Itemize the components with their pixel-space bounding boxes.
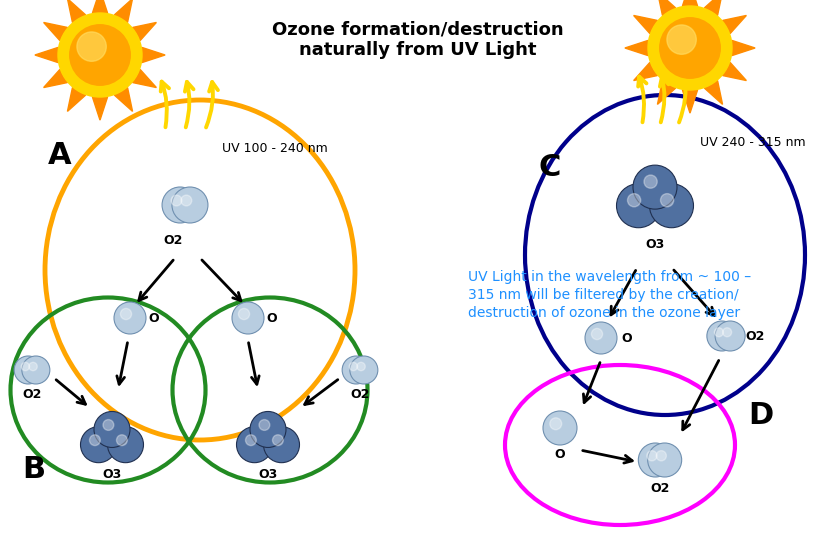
- Circle shape: [357, 363, 365, 371]
- Circle shape: [22, 356, 50, 384]
- Text: O2: O2: [650, 482, 670, 495]
- Polygon shape: [657, 0, 675, 15]
- Circle shape: [342, 356, 370, 384]
- Polygon shape: [93, 0, 108, 13]
- Text: O3: O3: [102, 468, 121, 482]
- Circle shape: [715, 321, 745, 351]
- Text: C: C: [538, 153, 560, 182]
- Circle shape: [628, 194, 640, 207]
- Text: D: D: [748, 401, 773, 430]
- Polygon shape: [634, 15, 657, 33]
- Circle shape: [648, 6, 732, 90]
- Circle shape: [707, 321, 737, 351]
- Text: UV 240 - 315 nm: UV 240 - 315 nm: [700, 135, 806, 149]
- Circle shape: [644, 175, 657, 188]
- Circle shape: [238, 308, 250, 319]
- Polygon shape: [705, 0, 722, 15]
- Polygon shape: [657, 81, 675, 104]
- Circle shape: [103, 419, 114, 430]
- Polygon shape: [115, 0, 133, 22]
- Text: UV Light in the wavelength from ~ 100 –
315 nm will be filtered by the creation/: UV Light in the wavelength from ~ 100 – …: [468, 270, 751, 321]
- Polygon shape: [133, 22, 156, 40]
- Circle shape: [349, 356, 378, 384]
- Polygon shape: [142, 48, 165, 63]
- Circle shape: [667, 25, 696, 54]
- Circle shape: [647, 450, 657, 461]
- Polygon shape: [43, 22, 68, 40]
- Text: O3: O3: [258, 468, 278, 482]
- Polygon shape: [682, 0, 697, 6]
- Circle shape: [14, 356, 42, 384]
- Circle shape: [550, 418, 562, 430]
- Polygon shape: [732, 40, 755, 56]
- Circle shape: [349, 363, 358, 371]
- Circle shape: [21, 363, 29, 371]
- Text: A: A: [48, 140, 72, 169]
- Circle shape: [108, 426, 144, 462]
- Circle shape: [715, 328, 723, 337]
- Text: O: O: [621, 331, 632, 345]
- Circle shape: [259, 419, 270, 430]
- Circle shape: [69, 25, 130, 85]
- Circle shape: [273, 435, 283, 446]
- Circle shape: [232, 302, 264, 334]
- Text: O2: O2: [350, 388, 370, 401]
- Polygon shape: [624, 40, 648, 56]
- Circle shape: [722, 328, 732, 337]
- Circle shape: [29, 363, 38, 371]
- Text: UV 100 - 240 nm: UV 100 - 240 nm: [222, 141, 328, 155]
- Circle shape: [648, 443, 681, 477]
- Polygon shape: [705, 81, 722, 104]
- Circle shape: [80, 426, 116, 462]
- Circle shape: [263, 426, 299, 462]
- Circle shape: [660, 194, 674, 207]
- Text: O: O: [266, 312, 277, 324]
- Circle shape: [172, 187, 208, 223]
- Polygon shape: [68, 87, 85, 111]
- Circle shape: [633, 165, 677, 209]
- Circle shape: [89, 435, 100, 446]
- Text: Ozone formation/destruction
naturally from UV Light: Ozone formation/destruction naturally fr…: [273, 21, 563, 60]
- Polygon shape: [133, 69, 156, 87]
- Polygon shape: [115, 87, 133, 111]
- Circle shape: [585, 322, 617, 354]
- Circle shape: [543, 411, 577, 445]
- Circle shape: [120, 308, 131, 319]
- Circle shape: [94, 412, 130, 448]
- Circle shape: [114, 302, 146, 334]
- Circle shape: [58, 13, 142, 97]
- Circle shape: [116, 435, 127, 446]
- Polygon shape: [634, 62, 657, 81]
- Text: O3: O3: [645, 239, 665, 252]
- Polygon shape: [93, 97, 108, 120]
- Text: O: O: [148, 312, 159, 324]
- Circle shape: [591, 328, 603, 340]
- Circle shape: [171, 195, 182, 206]
- Text: O2: O2: [745, 329, 764, 342]
- Circle shape: [181, 195, 191, 206]
- Text: B: B: [22, 455, 45, 484]
- Polygon shape: [43, 69, 68, 87]
- Text: O2: O2: [23, 388, 42, 401]
- Circle shape: [656, 450, 666, 461]
- Polygon shape: [722, 15, 747, 33]
- Circle shape: [639, 443, 672, 477]
- Circle shape: [246, 435, 257, 446]
- Circle shape: [650, 183, 694, 228]
- Polygon shape: [68, 0, 85, 22]
- Polygon shape: [682, 90, 697, 113]
- Text: O2: O2: [163, 234, 183, 246]
- Polygon shape: [35, 48, 58, 63]
- Circle shape: [237, 426, 273, 462]
- Circle shape: [616, 183, 660, 228]
- Circle shape: [660, 18, 721, 78]
- Polygon shape: [722, 62, 747, 81]
- Circle shape: [77, 32, 106, 61]
- Circle shape: [250, 412, 286, 448]
- Text: O: O: [555, 448, 565, 461]
- Circle shape: [162, 187, 198, 223]
